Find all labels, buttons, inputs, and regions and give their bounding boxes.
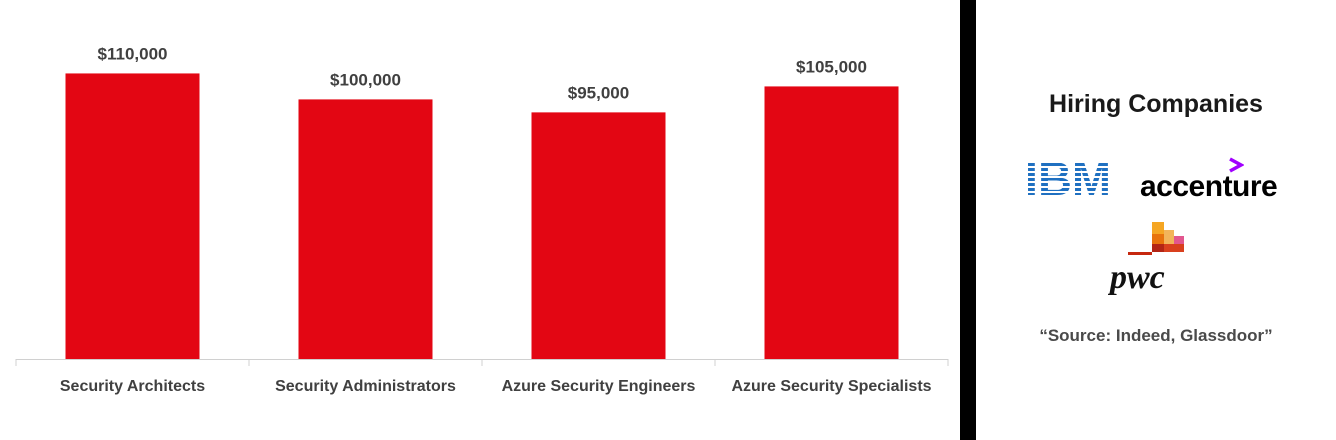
- x-axis: [15, 359, 949, 366]
- pwc-logo: pwc: [1108, 222, 1184, 296]
- salary-bar-chart: $110,000 $100,000 $95,000 $105,000 Security…: [15, 44, 949, 395]
- ibm-logo: IBM: [1025, 158, 1111, 198]
- category-label-3: Azure Security Specialists: [731, 378, 931, 395]
- pwc-blocks-icon: [1128, 222, 1184, 255]
- pwc-logo-text: pwc: [1108, 259, 1165, 296]
- source-note: “Source: Indeed, Glassdoor”: [1039, 326, 1273, 345]
- accenture-chevron-icon: [1229, 157, 1244, 173]
- category-label-1: Security Administrators: [275, 378, 456, 395]
- bar-value-label-3: $105,000: [796, 57, 867, 76]
- bar-3: [764, 86, 899, 360]
- accenture-logo: accenture: [1140, 170, 1278, 203]
- bar-value-label-2: $95,000: [568, 83, 629, 102]
- category-label-2: Azure Security Engineers: [502, 378, 696, 395]
- bar-1: [298, 99, 433, 360]
- bar-value-label-0: $110,000: [98, 44, 168, 63]
- category-labels-group: Security Architects Security Administrato…: [60, 378, 932, 395]
- bars-group: [65, 73, 899, 360]
- ibm-logo-text: IBM: [1025, 158, 1111, 198]
- bar-2: [531, 112, 666, 359]
- hiring-companies-title: Hiring Companies: [1049, 90, 1263, 118]
- panel-divider: [960, 0, 976, 440]
- bar-0: [65, 73, 200, 359]
- value-labels-group: $110,000 $100,000 $95,000 $105,000: [98, 44, 867, 102]
- hiring-companies-panel: Hiring Companies IBM accenture pwc “Sour…: [976, 0, 1336, 440]
- bar-value-label-1: $100,000: [330, 70, 401, 89]
- category-label-0: Security Architects: [60, 378, 205, 395]
